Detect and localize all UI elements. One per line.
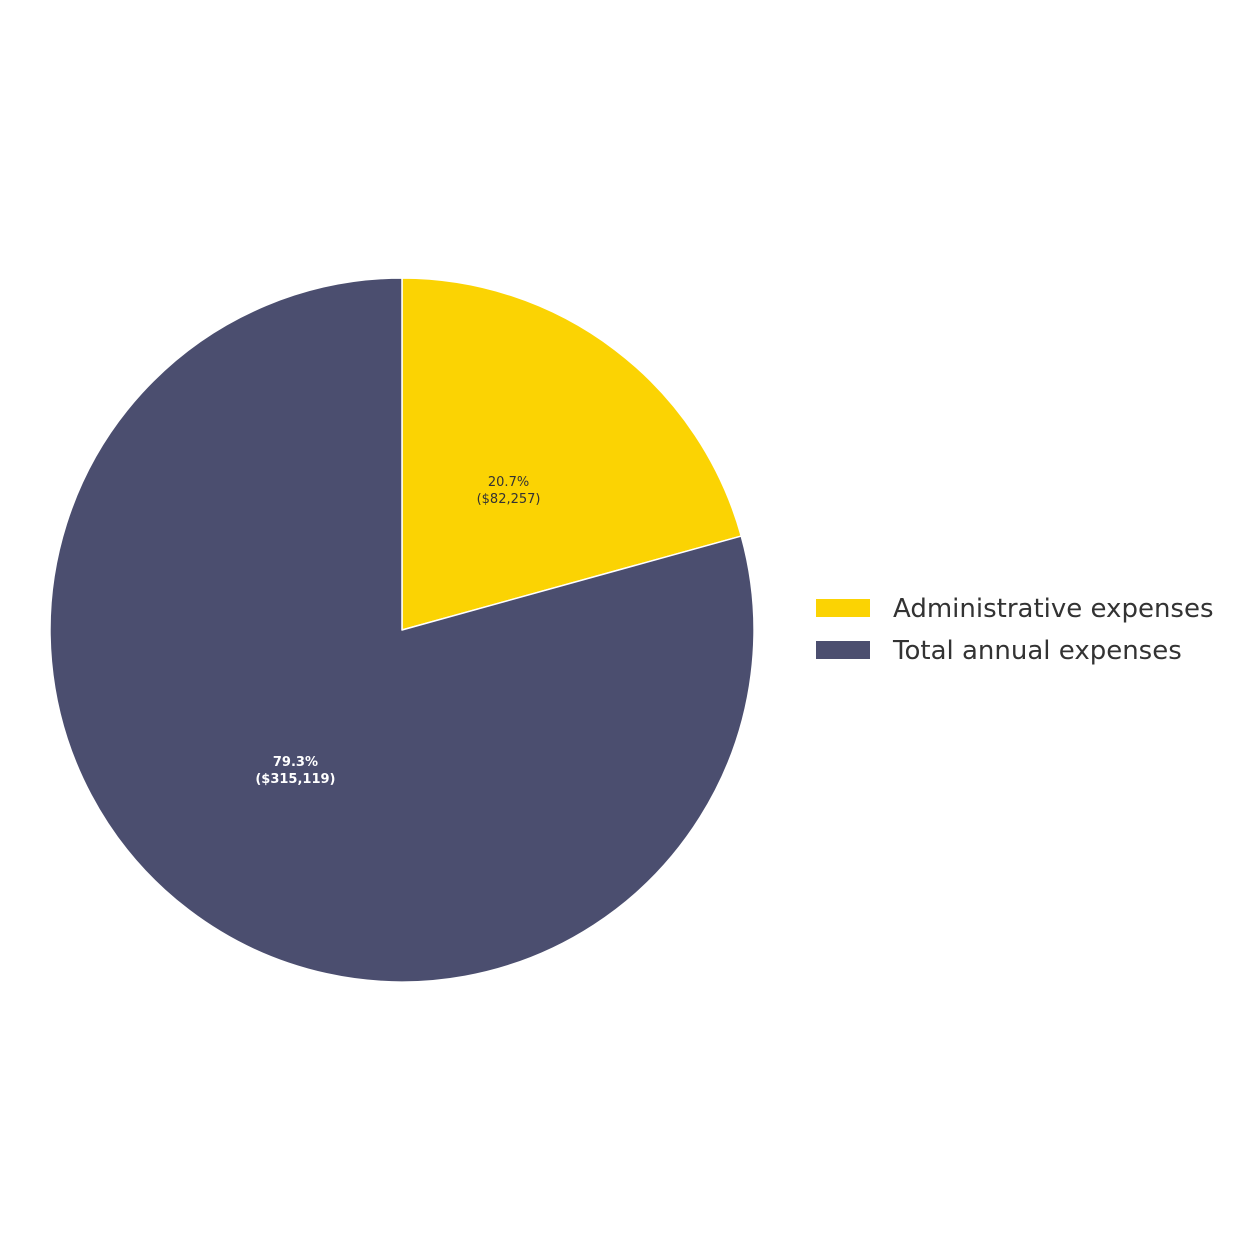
pie-slice-0 [401,277,742,631]
pie-slice-label-1: 79.3% ($315,119) [255,755,335,787]
legend-label-1: Total annual expenses [892,636,1182,666]
pie-slices [49,277,755,983]
pie-slice-value-0: ($82,257) [477,492,541,507]
legend: Administrative expenses Total annual expe… [816,594,1214,666]
pie-slice-value-1: ($315,119) [255,772,335,787]
pie-slice-percent-1: 79.3% [273,755,318,770]
pie-slice-label-0: 20.7% ($82,257) [477,475,541,507]
pie-slice-1 [49,277,755,983]
pie-slice-percent-0: 20.7% [488,475,529,490]
pie-slice-labels: 20.7% ($82,257) 79.3% ($315,119) [255,475,540,787]
legend-swatch-0 [816,599,870,617]
legend-label-0: Administrative expenses [893,594,1214,624]
legend-swatch-1 [816,641,870,659]
